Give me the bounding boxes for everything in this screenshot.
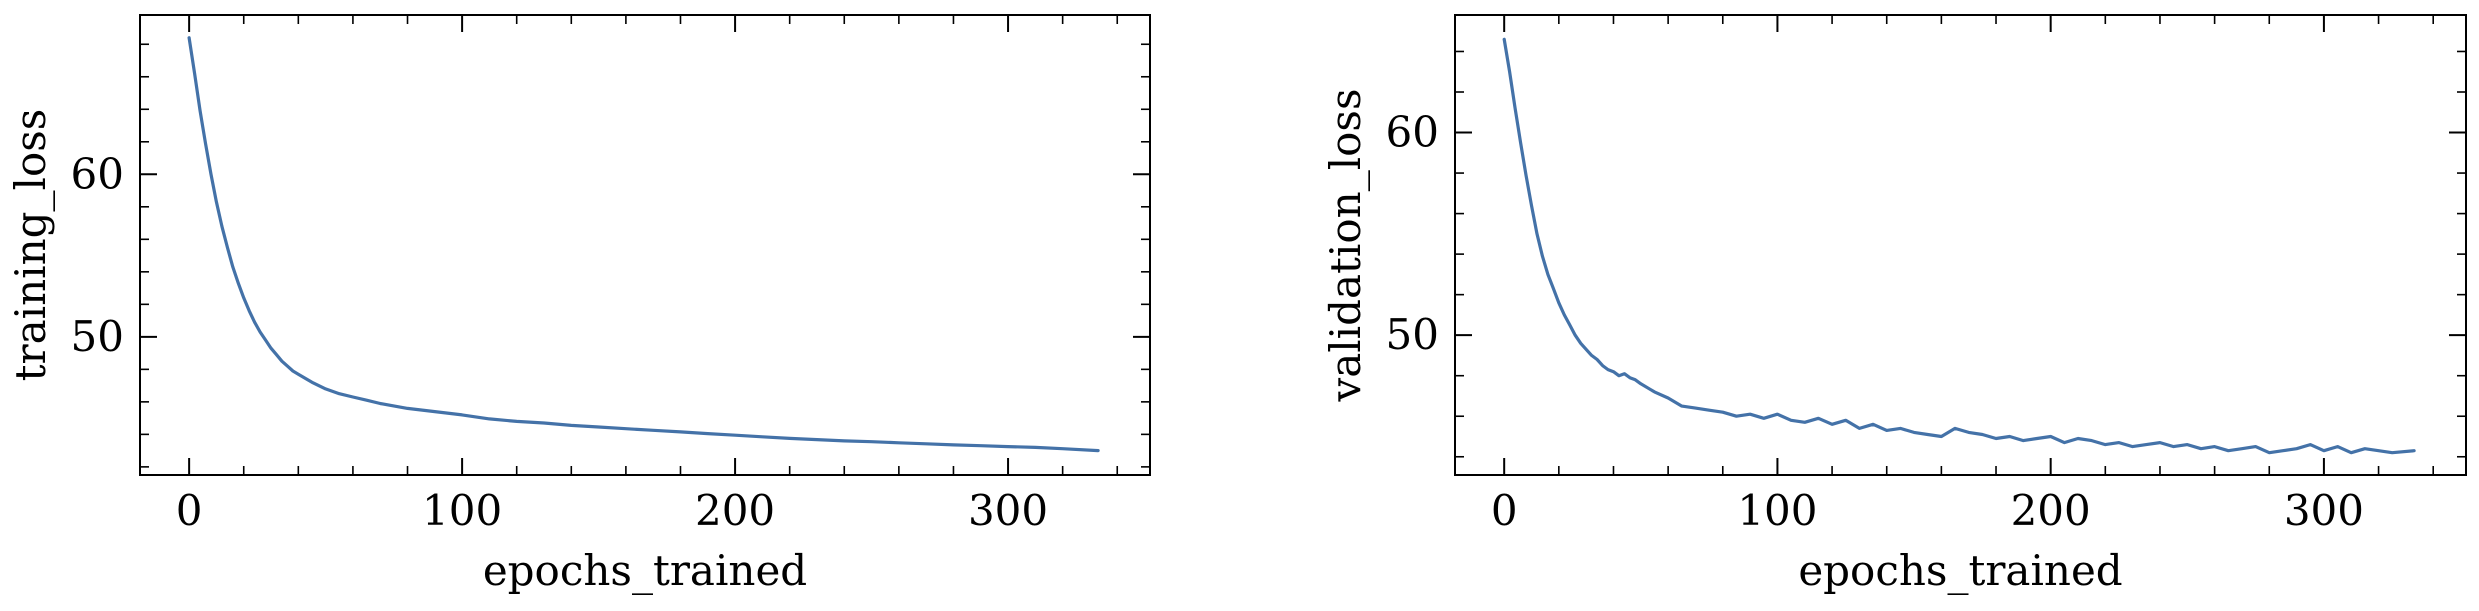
validation-loss-panel: 0 100 200 300 50 60 epochs_trained validation_l… <box>1321 14 2467 595</box>
x-tick-label: 0 <box>176 486 203 535</box>
x-tick-label: 100 <box>1737 486 1817 535</box>
x-tick-label: 300 <box>2284 486 2364 535</box>
training-loss-panel: 0 100 200 300 50 60 epochs_trained training_los… <box>6 14 1151 595</box>
x-tick-label: 200 <box>2011 486 2091 535</box>
y-tick-label: 50 <box>1386 310 1439 359</box>
training-loss-series-line <box>187 36 1100 453</box>
plot-frame <box>1454 14 2467 476</box>
x-tick-label: 100 <box>422 486 502 535</box>
x-tick-label: 200 <box>695 486 775 535</box>
validation-loss-series-line <box>1502 37 2416 455</box>
x-axis-label: epochs_trained <box>1798 546 2122 595</box>
x-tick-label: 0 <box>1491 486 1518 535</box>
x-tick-label: 300 <box>968 486 1048 535</box>
y-tick-label: 60 <box>71 149 124 198</box>
plot-frame <box>139 14 1151 476</box>
x-axis-label: epochs_trained <box>483 546 807 595</box>
y-axis-label: validation_loss <box>1321 88 1370 402</box>
y-axis-label: training_loss <box>6 109 55 382</box>
y-tick-label: 60 <box>1386 108 1439 157</box>
y-tick-label: 50 <box>71 312 124 361</box>
